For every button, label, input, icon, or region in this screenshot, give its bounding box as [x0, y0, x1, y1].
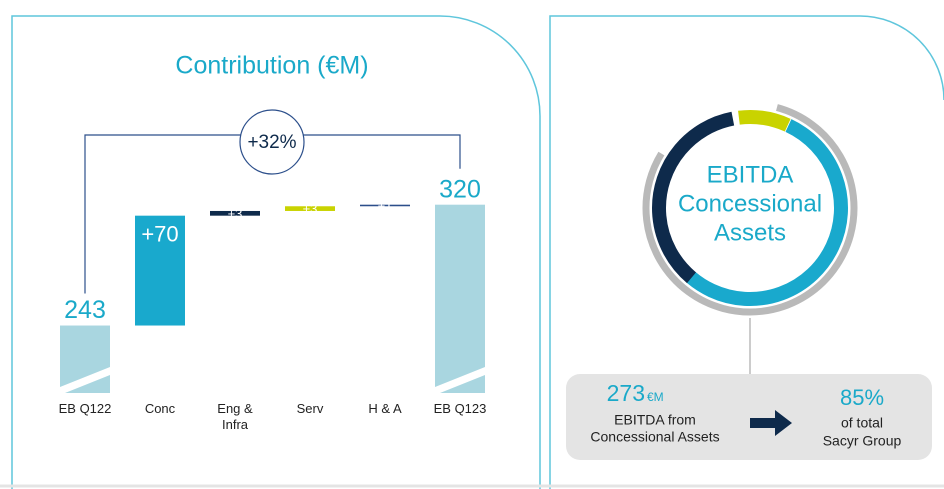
donut-title: Concessional: [678, 190, 822, 217]
x-tick-label: Conc: [145, 401, 176, 416]
axis-break: [435, 367, 485, 395]
value-label: 320: [439, 175, 481, 203]
value-label: +1: [378, 198, 393, 213]
amount-caption: Concessional Assets: [590, 429, 719, 445]
amount-caption: EBITDA from: [614, 412, 696, 428]
waterfall: 243 EB Q122 +70 Conc +3 Eng & Infra +3 Serv +1 H &…: [59, 109, 487, 432]
share-caption: Sacyr Group: [823, 433, 902, 449]
value-label: +3: [303, 201, 318, 216]
x-tick-line: Serv: [297, 401, 324, 416]
value-label: +70: [141, 221, 178, 246]
x-tick-label: H & A: [368, 401, 402, 416]
x-tick-label: Eng & Infra: [217, 401, 253, 432]
x-tick-line: Conc: [145, 401, 176, 416]
amount: 273: [607, 380, 645, 406]
x-tick-label: Serv: [297, 401, 324, 416]
right-panel: [549, 15, 944, 489]
unit: €M: [647, 390, 664, 404]
summary-box: [566, 374, 932, 460]
value-label: +3: [228, 206, 243, 221]
x-tick-line: H & A: [368, 401, 402, 416]
x-tick-label: EB Q122: [59, 401, 112, 416]
x-tick-label: EB Q123: [434, 401, 487, 416]
value-label: 243: [64, 296, 106, 324]
x-tick-line: Eng &: [217, 401, 253, 416]
chart-title: Contribution (€M): [175, 52, 368, 80]
annotation: +32%: [247, 132, 296, 153]
bar: [135, 215, 185, 326]
x-tick-line: EB Q123: [434, 401, 487, 416]
donut-title: EBITDA: [707, 161, 794, 188]
bar: [360, 204, 410, 207]
share-caption: of total: [841, 415, 883, 431]
bar: [285, 206, 335, 211]
x-tick-line: EB Q122: [59, 401, 112, 416]
bar: [435, 204, 485, 393]
donut-segment: [652, 110, 848, 306]
arrow: [750, 410, 792, 436]
donut-title: Assets: [714, 219, 786, 246]
share: 85%: [840, 385, 884, 410]
outer-arc: [642, 100, 858, 316]
annotation-circle: [239, 109, 305, 175]
bar: [210, 210, 260, 216]
x-tick-line: Infra: [222, 417, 249, 432]
axis-break: [60, 367, 110, 395]
left-panel: [11, 15, 541, 489]
